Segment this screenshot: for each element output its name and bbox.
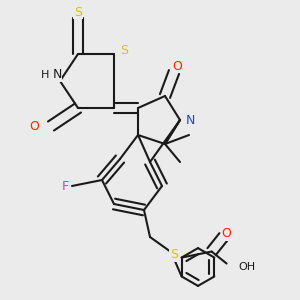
Text: S: S — [170, 248, 178, 262]
Text: F: F — [62, 179, 69, 193]
Text: OH: OH — [238, 262, 256, 272]
Text: S: S — [120, 44, 128, 58]
Text: S: S — [74, 5, 82, 19]
Text: O: O — [172, 59, 182, 73]
Text: O: O — [222, 227, 232, 240]
Text: N: N — [52, 68, 62, 82]
Text: O: O — [29, 119, 39, 133]
Text: H: H — [41, 70, 49, 80]
Text: N: N — [186, 113, 195, 127]
